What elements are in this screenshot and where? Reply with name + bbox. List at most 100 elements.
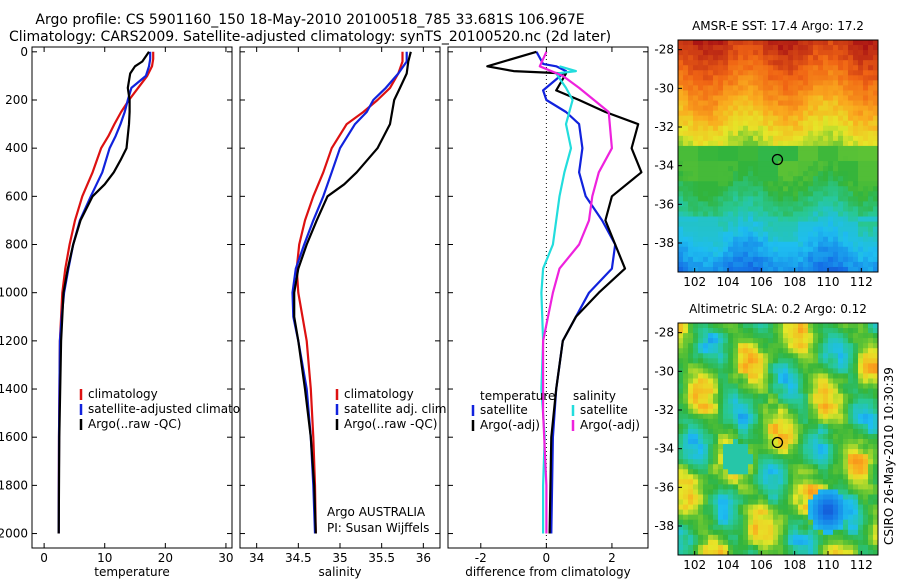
heatmap-cell-sla — [698, 479, 704, 485]
heatmap-cell-sst — [848, 55, 854, 61]
heatmap-cell-sla — [798, 333, 804, 339]
heatmap-cell-sla — [823, 403, 829, 410]
heatmap-cell-sst — [783, 60, 789, 66]
heatmap-cell-sla — [678, 323, 684, 329]
heatmap-cell-sla — [703, 428, 709, 435]
heatmap-cell-sst — [733, 231, 739, 238]
heatmap-cell-sla — [823, 474, 829, 480]
heatmap-cell-sst — [683, 261, 689, 268]
heatmap-cell-sst — [818, 140, 824, 147]
heatmap-cell-sla — [683, 328, 689, 334]
heatmap-cell-sst — [813, 110, 819, 117]
heatmap-cell-sla — [743, 398, 749, 405]
heatmap-cell-sla — [728, 433, 734, 440]
heatmap-cell-sst — [708, 90, 714, 96]
heatmap-cell-sla — [808, 383, 814, 390]
heatmap-cell-sst — [698, 80, 704, 86]
heatmap-cell-sla — [743, 343, 749, 349]
heatmap-cell-sla — [853, 348, 859, 354]
heatmap-cell-sst — [768, 50, 774, 56]
heatmap-cell-sla — [843, 539, 849, 546]
heatmap-cell-sla — [743, 373, 749, 379]
heatmap-cell-sla — [763, 323, 769, 329]
heatmap-cell-sla — [788, 549, 794, 556]
heatmap-cell-sst — [823, 60, 829, 66]
heatmap-cell-sla — [693, 358, 699, 364]
heatmap-cell-sla — [838, 499, 844, 506]
heatmap-cell-sst — [828, 40, 834, 46]
map-x-tick-label-sla: 104 — [717, 558, 740, 572]
heatmap-cell-sst — [733, 211, 739, 218]
heatmap-cell-sla — [748, 353, 754, 359]
heatmap-cell-sla — [768, 464, 774, 470]
heatmap-cell-sst — [793, 226, 799, 233]
heatmap-cell-sst — [718, 186, 724, 192]
heatmap-cell-sla — [698, 509, 704, 516]
heatmap-cell-sst — [783, 135, 789, 142]
heatmap-cell-sla — [723, 343, 729, 349]
heatmap-cell-sst — [803, 171, 809, 177]
heatmap-cell-sst — [863, 120, 869, 127]
heatmap-cell-sla — [828, 363, 834, 369]
heatmap-cell-sla — [868, 439, 874, 445]
heatmap-cell-sst — [783, 211, 789, 218]
heatmap-cell-sst — [723, 135, 729, 142]
heatmap-cell-sla — [698, 358, 704, 364]
heatmap-cell-sst — [863, 246, 869, 253]
heatmap-cell-sla — [833, 353, 839, 359]
heatmap-cell-sla — [763, 343, 769, 349]
heatmap-cell-sst — [703, 181, 709, 187]
heatmap-cell-sla — [853, 398, 859, 405]
heatmap-cell-sst — [718, 266, 724, 273]
heatmap-cell-sla — [863, 479, 869, 485]
heatmap-cell-sla — [778, 544, 784, 551]
heatmap-cell-sla — [733, 383, 739, 390]
heatmap-cell-sst — [748, 171, 754, 177]
heatmap-cell-sst — [688, 145, 694, 152]
heatmap-cell-sst — [818, 186, 824, 192]
heatmap-cell-sst — [758, 85, 764, 91]
heatmap-cell-sla — [868, 338, 874, 344]
heatmap-cell-sla — [723, 323, 729, 329]
heatmap-cell-sst — [728, 90, 734, 96]
heatmap-cell-sst — [848, 70, 854, 76]
heatmap-cell-sla — [758, 459, 764, 465]
x-axis-label-difference: difference from climatology — [465, 565, 631, 579]
heatmap-cell-sla — [773, 428, 779, 435]
heatmap-cell-sla — [843, 439, 849, 445]
heatmap-cell-sst — [828, 176, 834, 182]
heatmap-cell-sst — [823, 145, 829, 152]
heatmap-cell-sst — [793, 216, 799, 223]
heatmap-cell-sla — [758, 383, 764, 390]
heatmap-cell-sla — [763, 509, 769, 516]
heatmap-cell-sla — [678, 489, 684, 495]
heatmap-cell-sst — [848, 246, 854, 253]
heatmap-cell-sla — [823, 388, 829, 395]
heatmap-cell-sst — [728, 50, 734, 56]
heatmap-cell-sst — [738, 120, 744, 127]
heatmap-cell-sst — [698, 45, 704, 51]
heatmap-cell-sst — [873, 90, 879, 96]
heatmap-cell-sst — [868, 171, 874, 177]
heatmap-cell-sla — [823, 439, 829, 445]
heatmap-cell-sst — [723, 75, 729, 81]
heatmap-cell-sst — [703, 115, 709, 122]
heatmap-cell-sla — [823, 408, 829, 415]
heatmap-cell-sla — [708, 413, 714, 420]
heatmap-cell-sst — [763, 176, 769, 182]
heatmap-cell-sst — [758, 40, 764, 46]
heatmap-cell-sst — [843, 125, 849, 132]
heatmap-cell-sla — [683, 539, 689, 546]
heatmap-cell-sla — [733, 403, 739, 410]
heatmap-cell-sst — [703, 100, 709, 107]
heatmap-cell-sla — [863, 469, 869, 475]
heatmap-cell-sst — [703, 90, 709, 96]
heatmap-cell-sla — [803, 348, 809, 354]
heatmap-cell-sst — [703, 191, 709, 197]
heatmap-cell-sla — [763, 449, 769, 455]
heatmap-cell-sst — [783, 150, 789, 157]
heatmap-cell-sst — [833, 95, 839, 102]
heatmap-cell-sla — [688, 489, 694, 495]
heatmap-cell-sla — [743, 328, 749, 334]
heatmap-cell-sst — [783, 246, 789, 253]
